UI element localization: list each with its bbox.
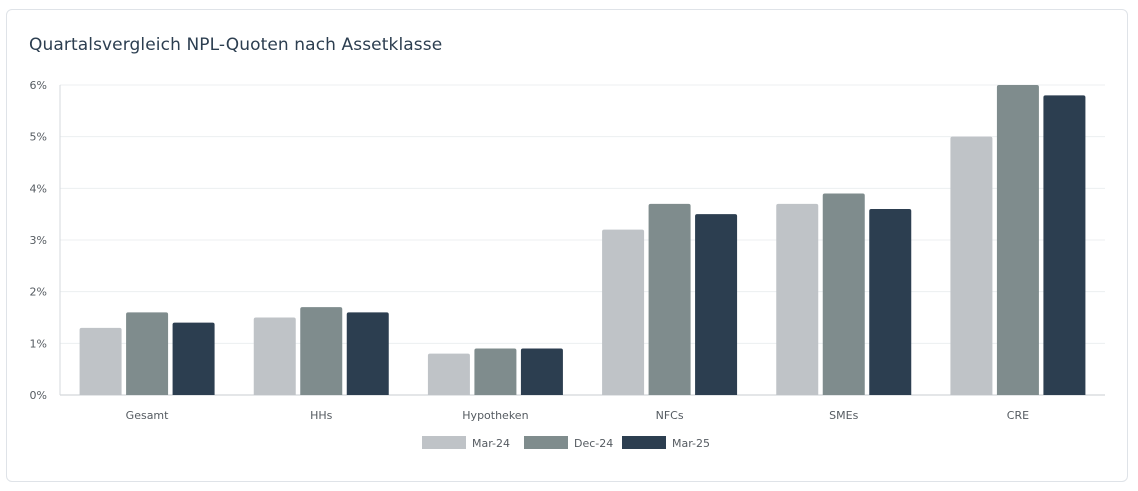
- x-tick-label: HHs: [310, 409, 333, 422]
- bar: [996, 85, 1039, 395]
- bar: [695, 214, 738, 395]
- chart-title: Quartalsvergleich NPL-Quoten nach Assetk…: [29, 35, 443, 55]
- y-tick-label: 2%: [30, 286, 47, 299]
- bar: [427, 353, 470, 395]
- legend-label: Mar-24: [472, 437, 510, 450]
- x-tick-label: SMEs: [829, 409, 858, 422]
- x-tick-label: NFCs: [656, 409, 684, 422]
- legend-swatch: [422, 436, 466, 449]
- y-tick-label: 1%: [30, 337, 47, 350]
- y-tick-label: 0%: [30, 389, 47, 402]
- legend-label: Mar-25: [672, 437, 710, 450]
- y-tick-label: 3%: [30, 234, 47, 247]
- bar: [648, 203, 691, 395]
- legend-swatch: [622, 436, 666, 449]
- bar: [79, 327, 122, 395]
- chart-card: Quartalsvergleich NPL-Quoten nach Assetk…: [6, 9, 1128, 482]
- bar: [520, 348, 563, 395]
- bar: [300, 307, 343, 395]
- y-tick-label: 5%: [30, 131, 47, 144]
- bar: [776, 203, 819, 395]
- bar: [602, 229, 645, 395]
- legend-label: Dec-24: [574, 437, 613, 450]
- bar: [1043, 95, 1086, 395]
- bar: [126, 312, 169, 395]
- bar: [822, 193, 865, 395]
- x-tick-label: Hypotheken: [462, 409, 528, 422]
- bar: [869, 209, 912, 395]
- bar: [346, 312, 389, 395]
- bar: [474, 348, 517, 395]
- y-tick-label: 4%: [30, 182, 47, 195]
- x-tick-label: CRE: [1007, 409, 1029, 422]
- bar: [172, 322, 215, 395]
- x-tick-label: Gesamt: [126, 409, 169, 422]
- bar: [253, 317, 296, 395]
- y-tick-label: 6%: [30, 79, 47, 92]
- bar: [950, 136, 993, 395]
- legend-swatch: [524, 436, 568, 449]
